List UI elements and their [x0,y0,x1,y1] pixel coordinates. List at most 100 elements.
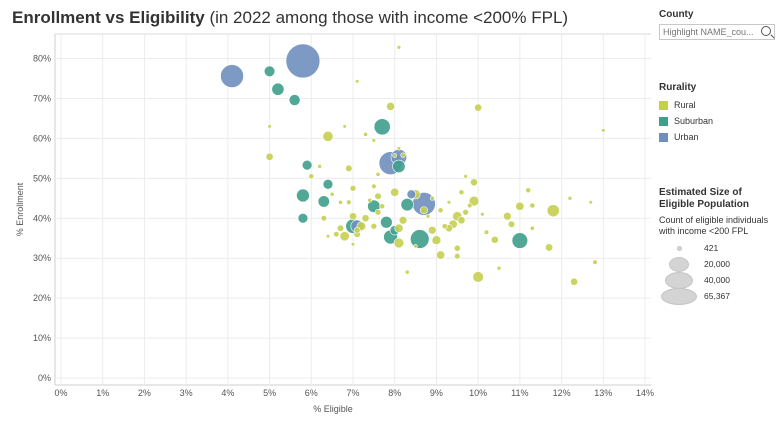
bubble-rural [458,189,465,196]
legend-item-rural[interactable]: Rural [659,97,777,113]
bubble-rural [265,152,274,161]
size-legend-label-65367: 65,367 [704,291,730,301]
bubble-rural [462,208,469,216]
y-tick-label: 70% [33,93,51,103]
bubble-rural [367,197,373,203]
x-tick-label: 10% [469,388,487,398]
size-legend-label-20000: 20,000 [704,259,730,269]
bubble-rural [386,102,395,111]
bubble-rural [483,229,490,235]
y-tick-label: 30% [33,253,51,263]
legend-item-suburban[interactable]: Suburban [659,113,777,129]
bubble-rural [429,195,435,201]
size-legend-row-20000: 20,000 [659,256,777,272]
bubble-rural [396,45,402,50]
bubble-rural [467,202,473,209]
size-legend-row-40000: 40,000 [659,272,777,289]
bubble-rural [515,201,525,211]
bubble-rural [525,187,532,194]
bubble-suburban [296,188,310,203]
bubble-rural [592,259,598,265]
bubble-urban [406,189,417,200]
bubble-suburban [511,232,529,249]
county-filter-title: County [659,9,694,20]
bubble-suburban [297,213,309,224]
legend-label-urban: Urban [674,132,699,142]
x-tick-label: 9% [430,388,443,398]
bubble-suburban [288,94,301,106]
county-search-box[interactable] [659,24,775,40]
bubble-rural [404,269,410,275]
size-bubble-medium [669,257,689,272]
legend-label-rural: Rural [674,100,696,110]
bubble-suburban [317,195,330,208]
bubble-rural [453,244,461,252]
bubble-rural [371,138,377,143]
bubble-rural [374,192,382,200]
x-tick-label: 0% [54,388,67,398]
chart-title: Enrollment vs Eligibility (in 2022 among… [12,8,568,28]
bubble-rural [480,212,485,217]
search-icon[interactable] [761,26,771,36]
bubble-rural [457,216,466,225]
x-tick-label: 11% [511,388,528,398]
county-search-input[interactable] [660,25,762,39]
y-tick-label: 50% [33,173,51,183]
x-tick-label: 14% [636,388,654,398]
bubble-rural [503,212,512,221]
bubble-rural [472,271,484,283]
x-tick-label: 6% [305,388,318,398]
size-legend-description: Count of eligible individuals with incom… [659,215,769,236]
y-tick-label: 80% [33,54,51,64]
bubble-rural [529,202,536,209]
bubble-rural [441,223,448,230]
rurality-legend-title: Rurality [659,82,697,93]
bubble-rural [507,220,516,228]
bubble-urban [220,64,244,88]
bubble-rural [437,207,444,214]
bubble-rural [374,208,382,216]
y-tick-label: 40% [33,213,51,223]
bubble-rural [333,231,340,238]
y-tick-label: 60% [33,133,51,143]
size-bubble-small [677,246,682,251]
x-tick-label: 3% [180,388,193,398]
bubble-rural [588,200,593,205]
rural-swatch [659,100,668,110]
bubble-rural [601,128,606,133]
size-legend-title: Estimated Size of Eligible Population [659,187,749,210]
bubble-rural [379,203,386,210]
chart-title-subtitle: (in 2022 among those with income <200% F… [209,8,569,27]
bubble-rural [370,222,378,230]
rurality-legend: Rurality Rural Suburban Urban [659,82,777,145]
bubble-rural [446,200,452,205]
suburban-swatch [659,116,668,126]
y-tick-label: 10% [33,333,51,343]
bubble-rural [544,243,554,252]
bubble-rural [567,195,573,201]
x-tick-label: 5% [263,388,276,398]
bubble-rural [363,131,368,137]
bubble-rural [392,153,398,158]
legend-item-urban[interactable]: Urban [659,129,777,145]
bubble-rural [529,225,535,231]
bubble-rural [325,234,331,239]
bubble-rural [470,178,478,187]
bubble-suburban [373,118,391,136]
bubble-suburban [410,229,430,249]
y-tick-label: 0% [38,373,51,383]
x-tick-label: 4% [221,388,234,398]
x-tick-label: 1% [96,388,109,398]
bubble-rural [394,223,404,233]
bubble-rural [400,152,406,158]
bubble-rural [342,124,347,129]
bubble-rural [396,146,401,151]
x-tick-label: 8% [388,388,401,398]
size-legend-label-421: 421 [704,243,719,253]
bubble-rural [353,226,361,234]
bubble-rural [308,173,315,180]
bubble-rural [338,199,343,205]
legend-label-suburban: Suburban [674,116,714,126]
bubble-rural [436,250,446,260]
county-filter: County [659,9,777,40]
